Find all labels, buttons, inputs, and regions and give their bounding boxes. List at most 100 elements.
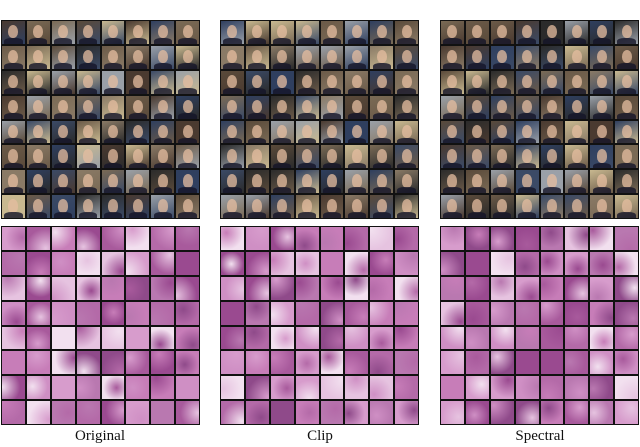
face-thumbnail	[270, 70, 294, 94]
histology-thumbnail	[176, 326, 199, 350]
histology-thumbnail	[2, 351, 25, 375]
histology-thumbnail	[176, 401, 199, 424]
face-thumbnail	[2, 170, 25, 194]
histology-thumbnail	[441, 276, 464, 300]
face-thumbnail	[370, 70, 394, 94]
histology-thumbnail	[370, 401, 394, 424]
face-thumbnail	[565, 170, 589, 194]
face-thumbnail	[565, 145, 589, 169]
histology-thumbnail	[590, 276, 614, 300]
face-thumbnail	[151, 170, 175, 194]
face-thumbnail	[370, 45, 394, 69]
histology-thumbnail	[345, 351, 369, 375]
face-thumbnail	[176, 195, 199, 218]
histology-thumbnail	[395, 326, 418, 350]
face-thumbnail	[370, 21, 394, 44]
face-thumbnail	[320, 95, 344, 119]
histology-thumbnail	[320, 301, 344, 325]
face-thumbnail	[395, 195, 418, 218]
face-thumbnail	[51, 195, 75, 218]
face-thumbnail	[176, 70, 199, 94]
face-thumbnail	[245, 45, 269, 69]
histology-thumbnail	[101, 401, 125, 424]
face-thumbnail	[615, 120, 638, 144]
face-thumbnail	[441, 145, 464, 169]
histology-thumbnail	[565, 351, 589, 375]
face-thumbnail	[221, 170, 244, 194]
face-thumbnail	[151, 21, 175, 44]
face-thumbnail	[2, 145, 25, 169]
histology-thumbnail	[245, 376, 269, 400]
face-thumbnail	[221, 195, 244, 218]
face-thumbnail	[76, 195, 100, 218]
original-label: Original	[75, 428, 125, 444]
face-thumbnail	[615, 45, 638, 69]
face-thumbnail	[320, 21, 344, 44]
histology-thumbnail	[345, 276, 369, 300]
face-thumbnail	[221, 70, 244, 94]
face-thumbnail	[615, 170, 638, 194]
face-thumbnail	[295, 120, 319, 144]
face-thumbnail	[590, 170, 614, 194]
histology-thumbnail	[345, 251, 369, 275]
histology-thumbnail	[320, 376, 344, 400]
histology-thumbnail	[515, 227, 539, 250]
face-thumbnail	[151, 95, 175, 119]
face-thumbnail	[441, 45, 464, 69]
face-thumbnail	[490, 195, 514, 218]
histology-thumbnail	[540, 227, 564, 250]
histology-thumbnail	[590, 251, 614, 275]
face-thumbnail	[221, 21, 244, 44]
histology-thumbnail	[370, 326, 394, 350]
histology-thumbnail	[615, 276, 638, 300]
histology-thumbnail	[370, 376, 394, 400]
histology-thumbnail	[590, 376, 614, 400]
histology-thumbnail	[465, 251, 489, 275]
face-thumbnail	[515, 170, 539, 194]
histology-thumbnail	[270, 401, 294, 424]
face-thumbnail	[76, 120, 100, 144]
face-thumbnail	[26, 145, 50, 169]
histology-thumbnail	[565, 227, 589, 250]
face-thumbnail	[176, 145, 199, 169]
face-thumbnail	[51, 145, 75, 169]
histology-thumbnail	[395, 227, 418, 250]
histology-thumbnail	[345, 227, 369, 250]
face-thumbnail	[295, 195, 319, 218]
face-thumbnail	[101, 195, 125, 218]
histology-thumbnail	[540, 251, 564, 275]
face-thumbnail	[51, 70, 75, 94]
face-thumbnail	[270, 21, 294, 44]
histology-thumbnail	[76, 301, 100, 325]
histology-thumbnail	[490, 276, 514, 300]
face-thumbnail	[540, 170, 564, 194]
face-thumbnail	[151, 195, 175, 218]
face-thumbnail	[590, 21, 614, 44]
face-thumbnail	[2, 21, 25, 44]
face-thumbnail	[441, 21, 464, 44]
face-thumbnail	[515, 195, 539, 218]
face-thumbnail	[126, 145, 150, 169]
face-thumbnail	[465, 70, 489, 94]
face-thumbnail	[320, 70, 344, 94]
face-thumbnail	[370, 145, 394, 169]
histology-thumbnail	[76, 351, 100, 375]
histology-thumbnail	[441, 251, 464, 275]
face-thumbnail	[615, 21, 638, 44]
face-thumbnail	[126, 195, 150, 218]
histology-thumbnail	[465, 351, 489, 375]
histology-thumbnail	[490, 326, 514, 350]
histology-thumbnail	[76, 376, 100, 400]
face-thumbnail	[51, 170, 75, 194]
histology-thumbnail	[245, 251, 269, 275]
histology-thumbnail	[2, 301, 25, 325]
histology-thumbnail	[615, 227, 638, 250]
histology-thumbnail	[26, 351, 50, 375]
face-thumbnail	[101, 70, 125, 94]
face-thumbnail	[441, 195, 464, 218]
histology-thumbnail	[345, 376, 369, 400]
histology-thumbnail	[101, 227, 125, 250]
face-thumbnail	[2, 195, 25, 218]
histology-thumbnail	[320, 326, 344, 350]
face-thumbnail	[345, 170, 369, 194]
